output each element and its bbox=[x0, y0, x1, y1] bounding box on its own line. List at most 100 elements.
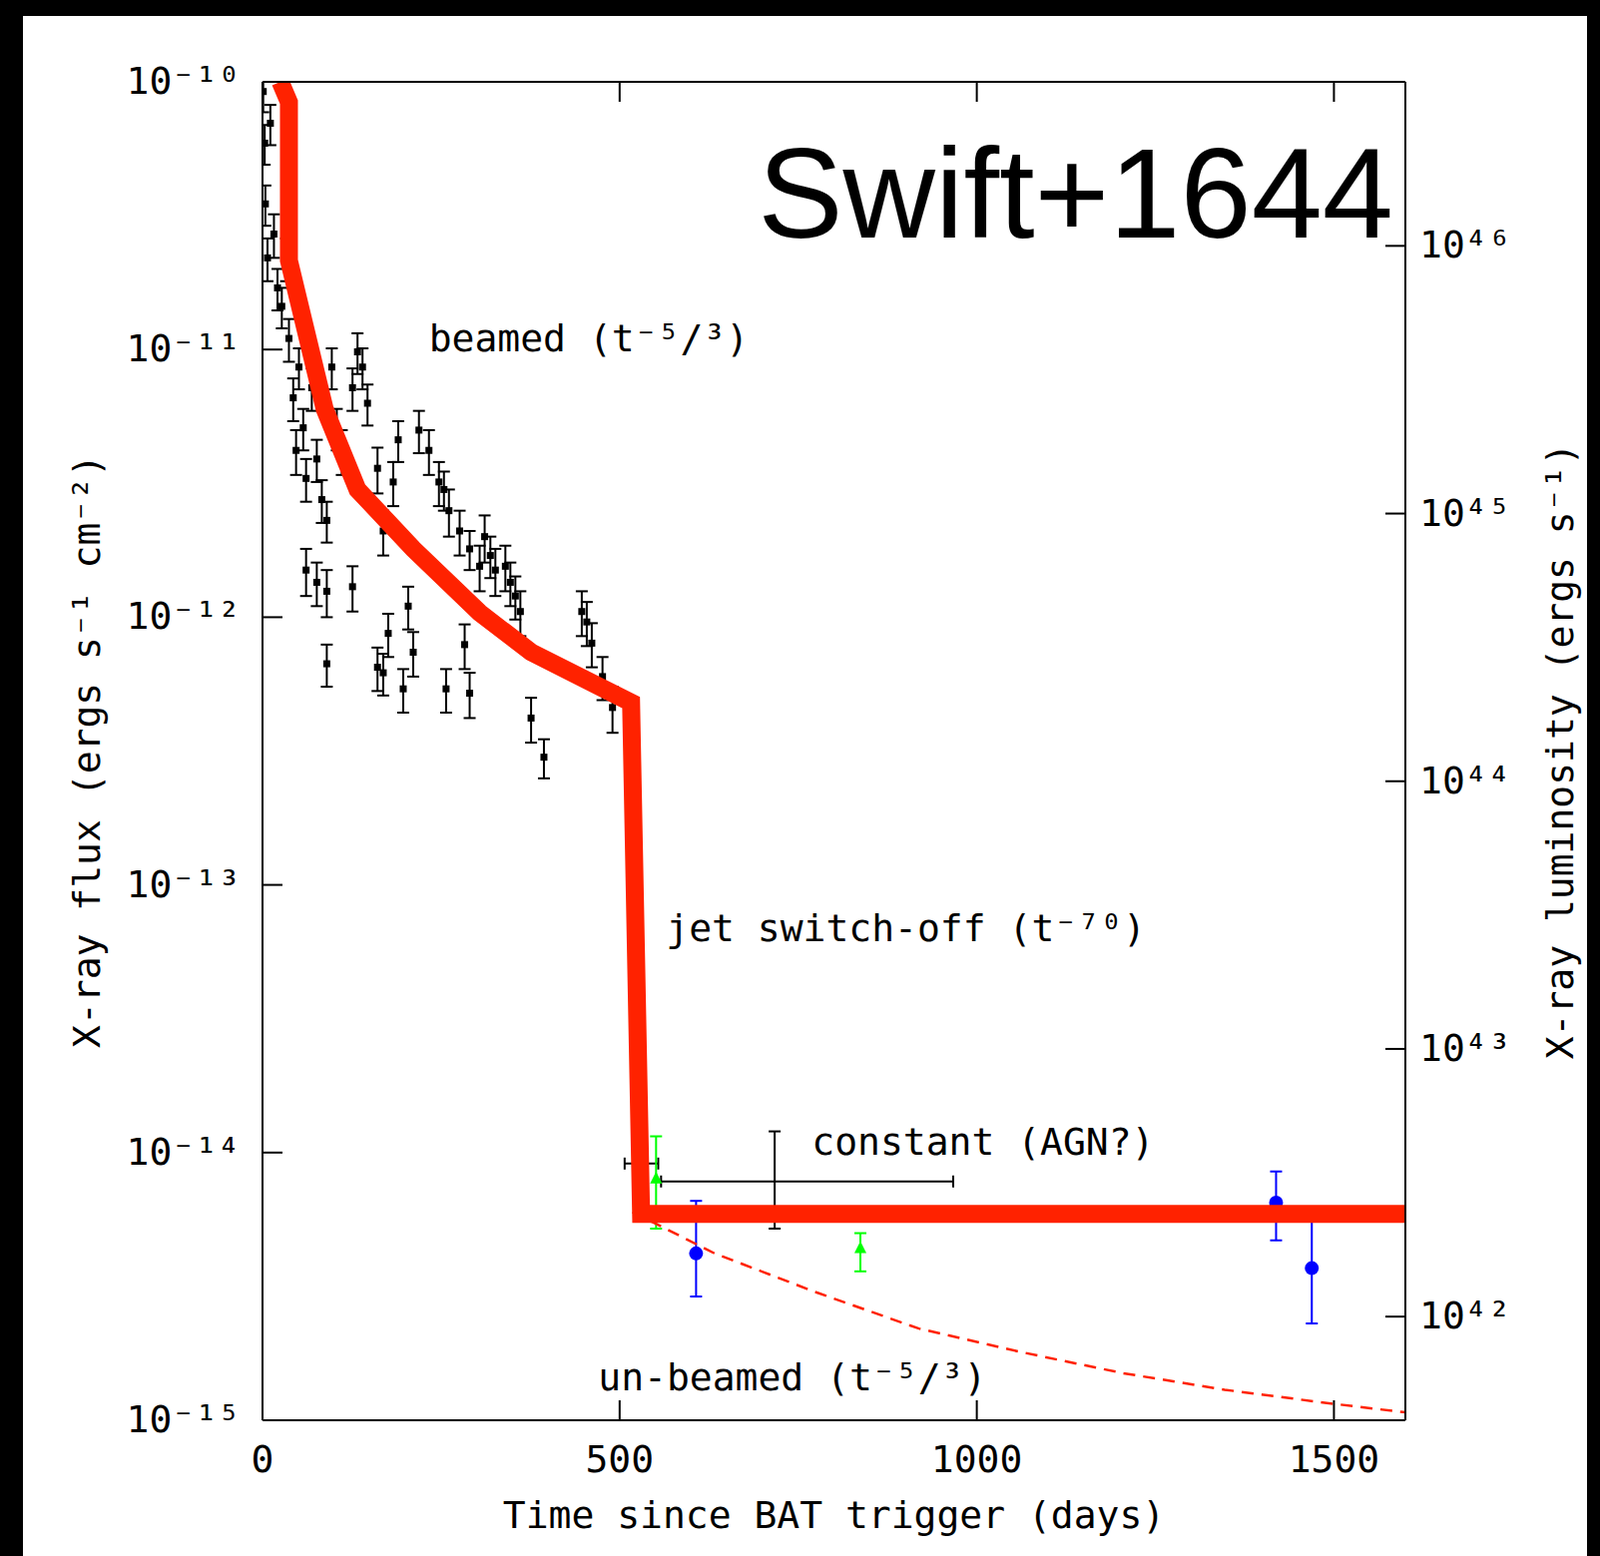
x-tick bbox=[1332, 1400, 1335, 1421]
error-cap bbox=[596, 655, 609, 658]
data-point bbox=[310, 440, 323, 483]
annotation: un-beamed (t⁻⁵/³) bbox=[597, 1355, 987, 1400]
error-cap bbox=[315, 479, 328, 482]
marker bbox=[577, 607, 585, 615]
error-cap bbox=[454, 510, 467, 513]
error-cap bbox=[479, 561, 492, 564]
x-tick-top bbox=[618, 81, 621, 102]
error-cap bbox=[290, 474, 303, 477]
data-point bbox=[402, 586, 415, 630]
model-line bbox=[280, 81, 1406, 1214]
marker bbox=[608, 703, 616, 711]
error-cap bbox=[325, 347, 338, 350]
y2-tick bbox=[1385, 1315, 1406, 1318]
marker bbox=[328, 363, 336, 371]
error-cap bbox=[356, 347, 369, 350]
data-point bbox=[262, 185, 272, 226]
data-point bbox=[264, 104, 277, 145]
marker bbox=[517, 607, 525, 615]
data-point bbox=[361, 384, 374, 426]
y-axis-title: X-ray flux (ergs s⁻¹ cm⁻²) bbox=[64, 454, 109, 1049]
error-cap bbox=[514, 589, 527, 592]
marker bbox=[379, 669, 387, 677]
data-point bbox=[377, 653, 390, 696]
data-point bbox=[387, 462, 400, 507]
marker bbox=[278, 302, 286, 310]
marker bbox=[539, 753, 547, 761]
marker bbox=[476, 562, 484, 570]
error-cap bbox=[310, 604, 323, 607]
error-cap bbox=[287, 377, 300, 380]
data-point bbox=[525, 697, 537, 743]
error-cap bbox=[292, 388, 305, 391]
error-cap bbox=[585, 666, 598, 669]
y2-tick-label: 10⁴⁵ bbox=[1419, 491, 1512, 535]
marker bbox=[512, 592, 520, 600]
error-cap bbox=[768, 1227, 781, 1230]
error-cap bbox=[464, 568, 477, 571]
error-cap bbox=[397, 667, 410, 670]
marker bbox=[456, 527, 464, 534]
error-cap bbox=[454, 554, 467, 557]
marker bbox=[302, 566, 310, 574]
error-cap bbox=[464, 716, 477, 719]
x-tick bbox=[261, 1400, 264, 1421]
panel bbox=[22, 15, 1588, 1556]
x-tick-label: 500 bbox=[584, 1437, 654, 1482]
y-tick bbox=[262, 80, 283, 83]
y-tick-label: 10⁻¹⁰ bbox=[126, 58, 241, 103]
error-cap bbox=[300, 547, 313, 550]
y-tick bbox=[262, 1151, 283, 1154]
error-cap bbox=[320, 568, 333, 571]
data-point bbox=[413, 411, 426, 454]
marker bbox=[442, 685, 450, 693]
data-point bbox=[382, 613, 395, 657]
error-cap bbox=[300, 501, 313, 504]
error-cap bbox=[423, 474, 436, 477]
data-point bbox=[459, 624, 472, 670]
error-cap bbox=[537, 777, 550, 780]
error-cap bbox=[346, 610, 359, 613]
error-cap bbox=[504, 561, 517, 564]
data-point bbox=[392, 421, 405, 463]
error-cap bbox=[443, 535, 456, 538]
marker bbox=[354, 348, 362, 356]
annotation: constant (AGN?) bbox=[811, 1119, 1154, 1164]
error-cap bbox=[402, 628, 415, 631]
marker bbox=[302, 475, 310, 483]
error-cap bbox=[300, 458, 313, 461]
error-cap bbox=[489, 547, 502, 550]
y-tick bbox=[262, 348, 283, 351]
marker bbox=[289, 394, 297, 402]
marker bbox=[323, 587, 331, 595]
marker bbox=[349, 582, 357, 590]
data-point bbox=[407, 631, 420, 677]
y-tick bbox=[262, 615, 283, 618]
marker bbox=[323, 660, 331, 668]
error-cap bbox=[320, 643, 333, 646]
error-cap bbox=[479, 514, 492, 517]
y-tick-label: 10⁻¹⁴ bbox=[126, 1129, 241, 1174]
error-cap bbox=[440, 667, 453, 670]
y2-tick bbox=[1385, 513, 1406, 516]
error-cap bbox=[264, 143, 277, 146]
x-error-cap bbox=[952, 1175, 955, 1188]
x-tick bbox=[976, 1400, 979, 1421]
error-cap bbox=[459, 623, 472, 626]
x-tick-top bbox=[976, 81, 979, 102]
y2-tick bbox=[1385, 780, 1406, 783]
error-cap bbox=[464, 671, 477, 674]
marker bbox=[399, 685, 407, 693]
error-cap bbox=[275, 286, 288, 289]
data-point bbox=[585, 622, 598, 667]
error-cap bbox=[525, 696, 537, 699]
error-cap bbox=[392, 461, 405, 464]
data-point bbox=[537, 739, 550, 779]
x-axis-title: Time since BAT trigger (days) bbox=[503, 1493, 1165, 1538]
error-cap bbox=[443, 488, 456, 491]
data-point bbox=[440, 668, 453, 713]
y2-tick-label: 10⁴³ bbox=[1419, 1026, 1512, 1070]
y2-tick-label: 10⁴² bbox=[1419, 1293, 1512, 1338]
data-point bbox=[514, 590, 527, 636]
marker bbox=[507, 578, 515, 586]
